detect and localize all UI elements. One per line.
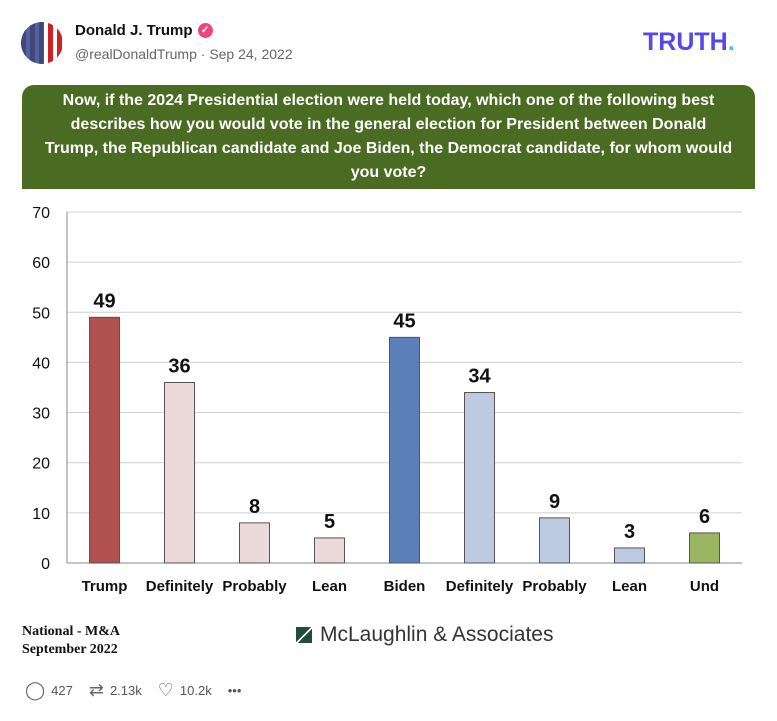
x-tick-label: Definitely (446, 578, 514, 595)
y-tick-label: 60 (32, 255, 50, 272)
data-label: 36 (168, 355, 190, 377)
data-label: 6 (699, 506, 710, 528)
y-tick-label: 20 (32, 456, 50, 473)
reply-count: 427 (51, 683, 73, 698)
chart-title: Now, if the 2024 Presidential election w… (22, 85, 755, 189)
pollster-logo-icon (296, 627, 312, 643)
avatar[interactable] (21, 22, 63, 64)
y-tick-label: 70 (32, 205, 50, 222)
bar (89, 316, 120, 564)
bar (239, 522, 270, 564)
x-tick-label: Lean (312, 578, 347, 595)
like-count: 10.2k (179, 683, 212, 698)
x-tick-label: Probably (522, 578, 587, 595)
x-tick-label: Probably (222, 578, 287, 595)
bar (389, 336, 420, 564)
bar (314, 537, 345, 564)
verified-badge-icon: ✓ (197, 23, 213, 38)
post-meta: @realDonaldTrump · Sep 24, 2022 (75, 46, 293, 62)
y-tick-label: 30 (32, 406, 50, 423)
x-tick-label: Und (690, 578, 719, 595)
x-tick-label: Lean (612, 578, 647, 595)
reply-button[interactable]: ◯ 427 (25, 680, 73, 701)
data-label: 45 (393, 310, 415, 332)
pollster-logo: McLaughlin & Associates (296, 623, 553, 647)
author-name-text[interactable]: Donald J. Trump (75, 22, 193, 39)
x-tick-label: Definitely (146, 578, 214, 595)
bar (614, 547, 645, 564)
y-tick-label: 10 (32, 506, 50, 523)
bar (164, 381, 195, 564)
retruth-count: 2.13k (109, 683, 142, 698)
bar (464, 392, 495, 564)
data-label: 3 (624, 521, 635, 543)
y-tick-label: 50 (32, 305, 50, 322)
logo-dot: . (727, 28, 735, 56)
separator: · (200, 46, 206, 62)
author-name[interactable]: Donald J. Trump ✓ (75, 22, 213, 39)
retruth-icon: ⇄ (88, 680, 104, 700)
y-tick-label: 0 (41, 556, 50, 573)
data-label: 49 (93, 290, 115, 312)
data-label: 5 (324, 511, 335, 533)
bar (689, 532, 720, 564)
x-tick-label: Biden (384, 578, 426, 595)
reply-icon: ◯ (25, 680, 46, 700)
data-label: 9 (549, 491, 560, 513)
logo-text: TRUTH (643, 28, 728, 56)
chart-title-text: Now, if the 2024 Presidential election w… (44, 92, 733, 181)
y-tick-label: 40 (32, 355, 50, 372)
truth-logo[interactable]: TRUTH. (643, 28, 735, 57)
bar-chart: 01020304050607049Trump36Definitely8Proba… (32, 205, 742, 595)
like-button[interactable]: ♡ 10.2k (158, 680, 212, 701)
pollster-name: McLaughlin & Associates (320, 623, 554, 646)
x-tick-label: Trump (82, 578, 128, 595)
bar (539, 517, 570, 564)
footnote-line1: National - M&A (22, 624, 120, 639)
heart-icon: ♡ (157, 680, 174, 700)
footnote-line2: September 2022 (22, 642, 118, 657)
chart-footnote: National - M&A September 2022 (22, 623, 120, 659)
data-label: 8 (249, 496, 260, 518)
retruth-button[interactable]: ⇄ 2.13k (89, 680, 142, 701)
more-icon: ••• (227, 683, 242, 698)
handle[interactable]: @realDonaldTrump (75, 46, 197, 62)
data-label: 34 (468, 366, 491, 388)
more-button[interactable]: ••• (228, 683, 242, 698)
post-actions: ◯ 427 ⇄ 2.13k ♡ 10.2k ••• (25, 680, 249, 701)
post-date[interactable]: Sep 24, 2022 (209, 46, 293, 62)
